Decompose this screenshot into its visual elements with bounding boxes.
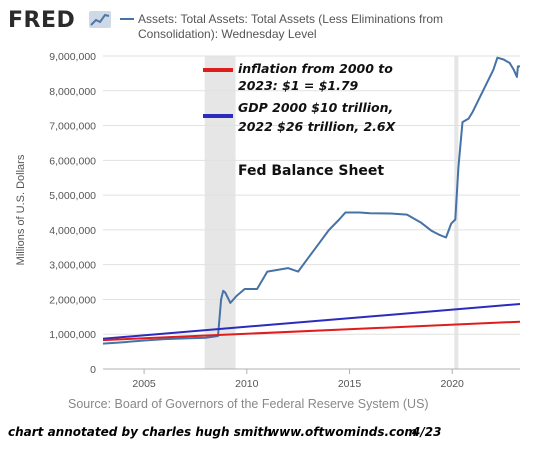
annotation-gdp-line-1: GDP 2000 $10 trillion, xyxy=(238,100,393,115)
annotation-inflation-line-2: 2023: $1 = $1.79 xyxy=(238,78,359,93)
series-line-total-assets xyxy=(102,56,520,345)
y-tick-label-1: 1,000,000 xyxy=(49,329,96,341)
y-tick-label-4: 4,000,000 xyxy=(49,225,96,237)
legend-title-line-1: Assets: Total Assets: Total Assets (Less… xyxy=(138,12,443,26)
source-note[interactable]: Source: Board of Governors of the Federa… xyxy=(68,397,429,411)
y-tick-label-8: 8,000,000 xyxy=(49,86,96,98)
gridlines-layer xyxy=(103,55,520,335)
trend-chart-icon xyxy=(89,11,111,28)
x-tick-label-0: 2005 xyxy=(132,378,156,390)
x-tick-label-1: 2010 xyxy=(235,378,259,390)
credit-date: 4/23 xyxy=(411,425,441,439)
y-tick-label-3: 3,000,000 xyxy=(49,260,96,272)
credit-author: chart annotated by charles hugh smith xyxy=(8,425,272,439)
series-line-gdp xyxy=(102,303,521,340)
annotation-gdp-line-2: 2022 $26 trillion, 2.6X xyxy=(238,119,397,134)
y-tick-label-0: 0 xyxy=(90,364,96,376)
axes-layer: 0 1,000,000 2,000,000 3,000,000 4,000,000 5,0… xyxy=(49,51,520,390)
brand-name: FRED xyxy=(8,8,75,33)
annotations: inflation from 2000 to 2023: $1 = $1.79 … xyxy=(203,61,397,179)
x-tick-label-2: 2015 xyxy=(338,378,362,390)
credit-line: chart annotated by charles hugh smith ww… xyxy=(8,425,441,439)
series-line-inflation xyxy=(102,320,521,342)
series-layer xyxy=(102,56,521,345)
credit-site[interactable]: www.oftwominds.com xyxy=(268,425,417,439)
y-tick-label-9: 9,000,000 xyxy=(49,51,96,63)
x-tick-label-3: 2020 xyxy=(441,378,465,390)
y-tick-label-5: 5,000,000 xyxy=(49,190,96,202)
y-tick-label-7: 7,000,000 xyxy=(49,121,96,133)
brand-logo[interactable]: FRED xyxy=(8,8,111,33)
legend: Assets: Total Assets: Total Assets (Less… xyxy=(120,12,443,41)
y-tick-label-2: 2,000,000 xyxy=(49,294,96,306)
annotation-fed-balance-sheet: Fed Balance Sheet xyxy=(238,163,384,179)
y-axis-label: Millions of U.S. Dollars xyxy=(15,154,27,265)
legend-title-line-2: Consolidation): Wednesday Level xyxy=(138,27,317,41)
y-tick-label-6: 6,000,000 xyxy=(49,155,96,167)
annotation-inflation-line-1: inflation from 2000 to xyxy=(238,61,393,76)
